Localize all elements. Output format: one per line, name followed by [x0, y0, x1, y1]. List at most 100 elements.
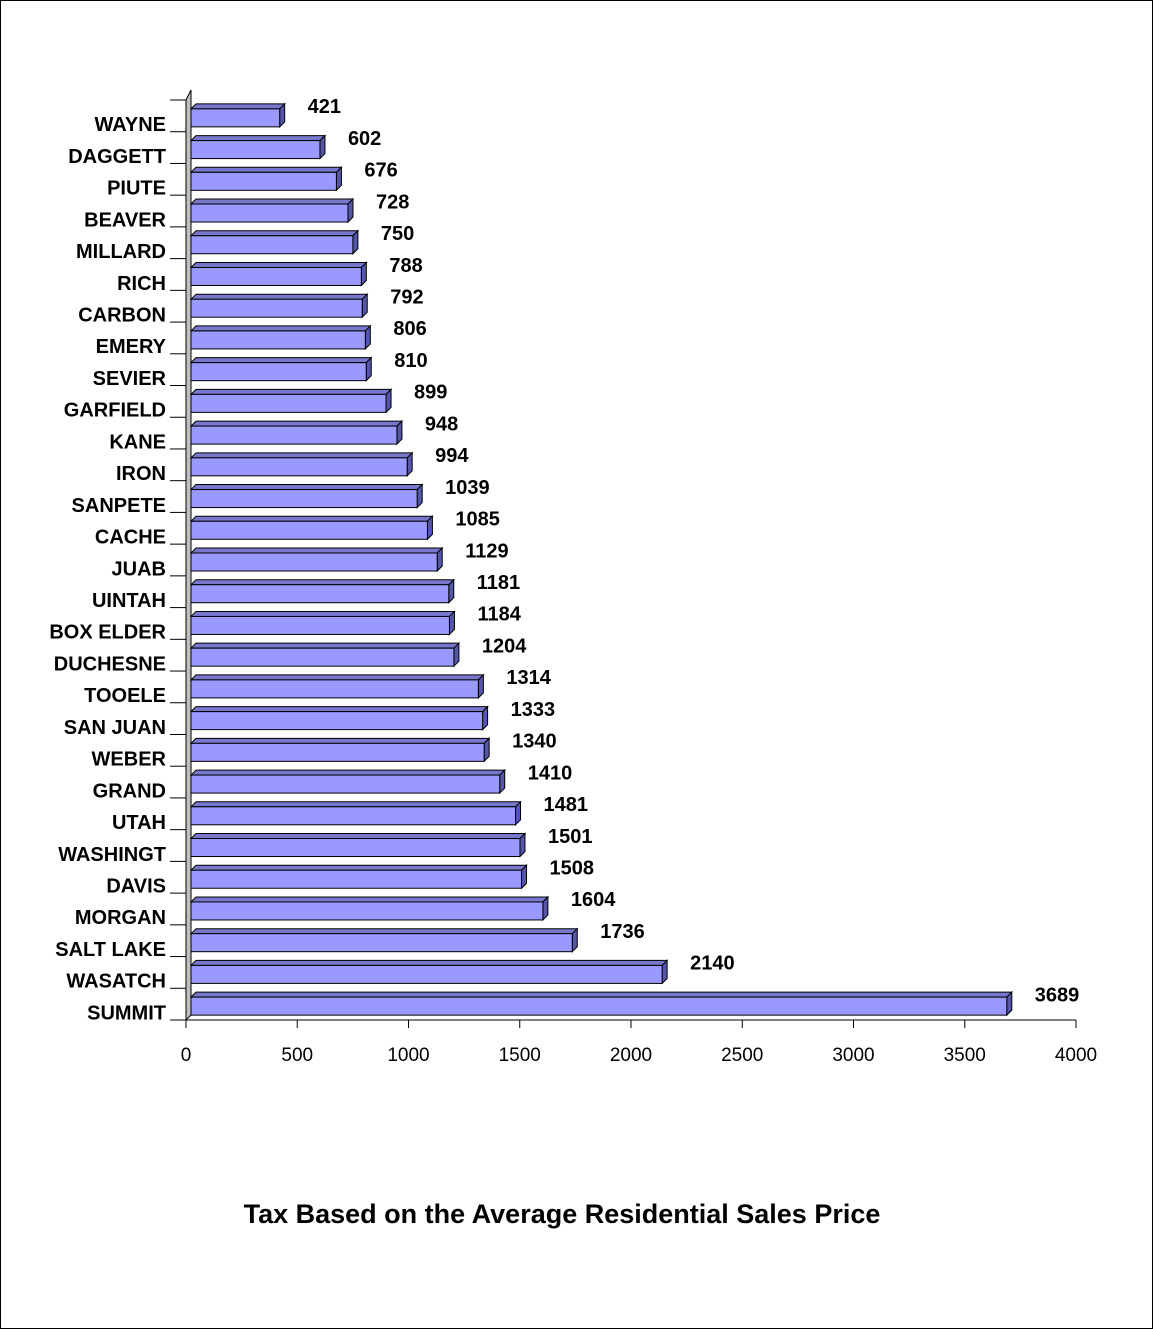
y-tick-label: SUMMIT: [87, 1002, 166, 1024]
bar: [190, 933, 573, 953]
value-label: 788: [389, 255, 422, 277]
bar-top: [189, 674, 485, 681]
value-label: 1181: [477, 572, 520, 594]
value-label: 899: [414, 382, 447, 404]
bar: [190, 330, 366, 350]
bar-top: [189, 928, 579, 935]
bar-top: [189, 230, 360, 237]
value-label: 948: [425, 413, 458, 435]
bar-top: [189, 833, 527, 840]
bar: [190, 552, 438, 572]
bar: [190, 520, 428, 540]
bar-top: [189, 769, 506, 776]
bar: [190, 298, 363, 318]
y-tick-label: UTAH: [112, 812, 166, 834]
bar-top: [189, 357, 373, 364]
y-tick-label: MORGAN: [75, 907, 166, 929]
value-label: 1314: [506, 667, 551, 689]
y-tick-label: GRAND: [93, 780, 166, 802]
value-label: 1508: [550, 858, 595, 880]
bar-top: [189, 737, 491, 744]
bar-top: [189, 452, 414, 459]
bar: [190, 901, 544, 921]
chart-title: Tax Based on the Average Residential Sal…: [244, 1199, 881, 1229]
bar: [190, 266, 362, 286]
bar: [190, 393, 387, 413]
bar-top: [189, 484, 424, 491]
x-tick-label: 3500: [944, 1045, 986, 1066]
y-tick-label: TOOELE: [84, 685, 166, 707]
x-tick-label: 3000: [832, 1045, 874, 1066]
bar-top: [189, 166, 343, 173]
y-tick-label: DAGGETT: [68, 146, 166, 168]
y-tick-label: KANE: [109, 431, 166, 453]
x-tick-label: 2000: [610, 1045, 652, 1066]
bar: [190, 235, 354, 255]
value-label: 994: [435, 445, 469, 467]
bar: [190, 425, 398, 445]
y-tick-label: CARBON: [78, 304, 166, 326]
y-tick-label: UINTAH: [92, 590, 166, 612]
x-tick-label: 1000: [387, 1045, 429, 1066]
y-tick-label: GARFIELD: [64, 400, 166, 422]
value-label: 676: [364, 160, 397, 182]
bar-top: [189, 896, 550, 903]
bar-top: [189, 293, 369, 300]
bar: [190, 615, 450, 635]
y-tick-label: RICH: [117, 273, 166, 295]
bar-top: [189, 801, 522, 808]
value-label: 806: [393, 318, 426, 340]
bar: [190, 140, 321, 160]
value-label: 1204: [482, 635, 527, 657]
bar: [190, 996, 1008, 1016]
bar: [190, 774, 501, 794]
bar: [190, 489, 418, 509]
value-label: 421: [308, 96, 341, 118]
value-label: 3689: [1035, 984, 1080, 1006]
bar-top: [189, 325, 372, 332]
bar: [190, 742, 485, 762]
y-tick-label: WAYNE: [94, 114, 166, 136]
y-tick-label: WEBER: [92, 749, 167, 771]
value-label: 1184: [477, 604, 521, 626]
bar-top: [189, 959, 669, 966]
bar-top: [189, 135, 327, 142]
y-tick-label: JUAB: [112, 558, 166, 580]
y-tick-label: IRON: [116, 463, 166, 485]
bar: [190, 584, 450, 604]
y-tick-label: DAVIS: [106, 876, 166, 898]
y-tick-label: WASHINGT: [58, 844, 166, 866]
y-tick-label: CACHE: [95, 527, 166, 549]
value-label: 602: [348, 128, 381, 150]
value-label: 1410: [528, 762, 573, 784]
bar: [190, 679, 479, 699]
value-label: 1501: [548, 826, 593, 848]
bar-top: [189, 642, 461, 649]
bar: [190, 362, 367, 382]
value-label: 1039: [445, 477, 490, 499]
value-label: 1333: [511, 699, 556, 721]
x-tick-label: 4000: [1055, 1045, 1097, 1066]
y-tick-label: MILLARD: [76, 241, 166, 263]
bar-top: [189, 261, 368, 268]
value-label: 810: [394, 350, 427, 372]
bar-top: [189, 610, 456, 617]
bar-top: [189, 991, 1014, 998]
bar-top: [189, 579, 455, 586]
value-label: 750: [381, 223, 414, 245]
value-label: 2140: [690, 953, 735, 975]
bar-top: [189, 388, 393, 395]
value-label: 1736: [600, 921, 645, 943]
x-tick-label: 500: [281, 1045, 313, 1066]
bar: [190, 647, 455, 667]
bar-top: [189, 547, 444, 554]
y-tick-label: WASATCH: [66, 971, 166, 993]
value-label: 1604: [571, 889, 616, 911]
bar: [190, 711, 484, 731]
wall: [185, 89, 192, 1022]
bar: [190, 171, 337, 191]
bar: [190, 457, 408, 477]
bar-top: [189, 864, 528, 871]
